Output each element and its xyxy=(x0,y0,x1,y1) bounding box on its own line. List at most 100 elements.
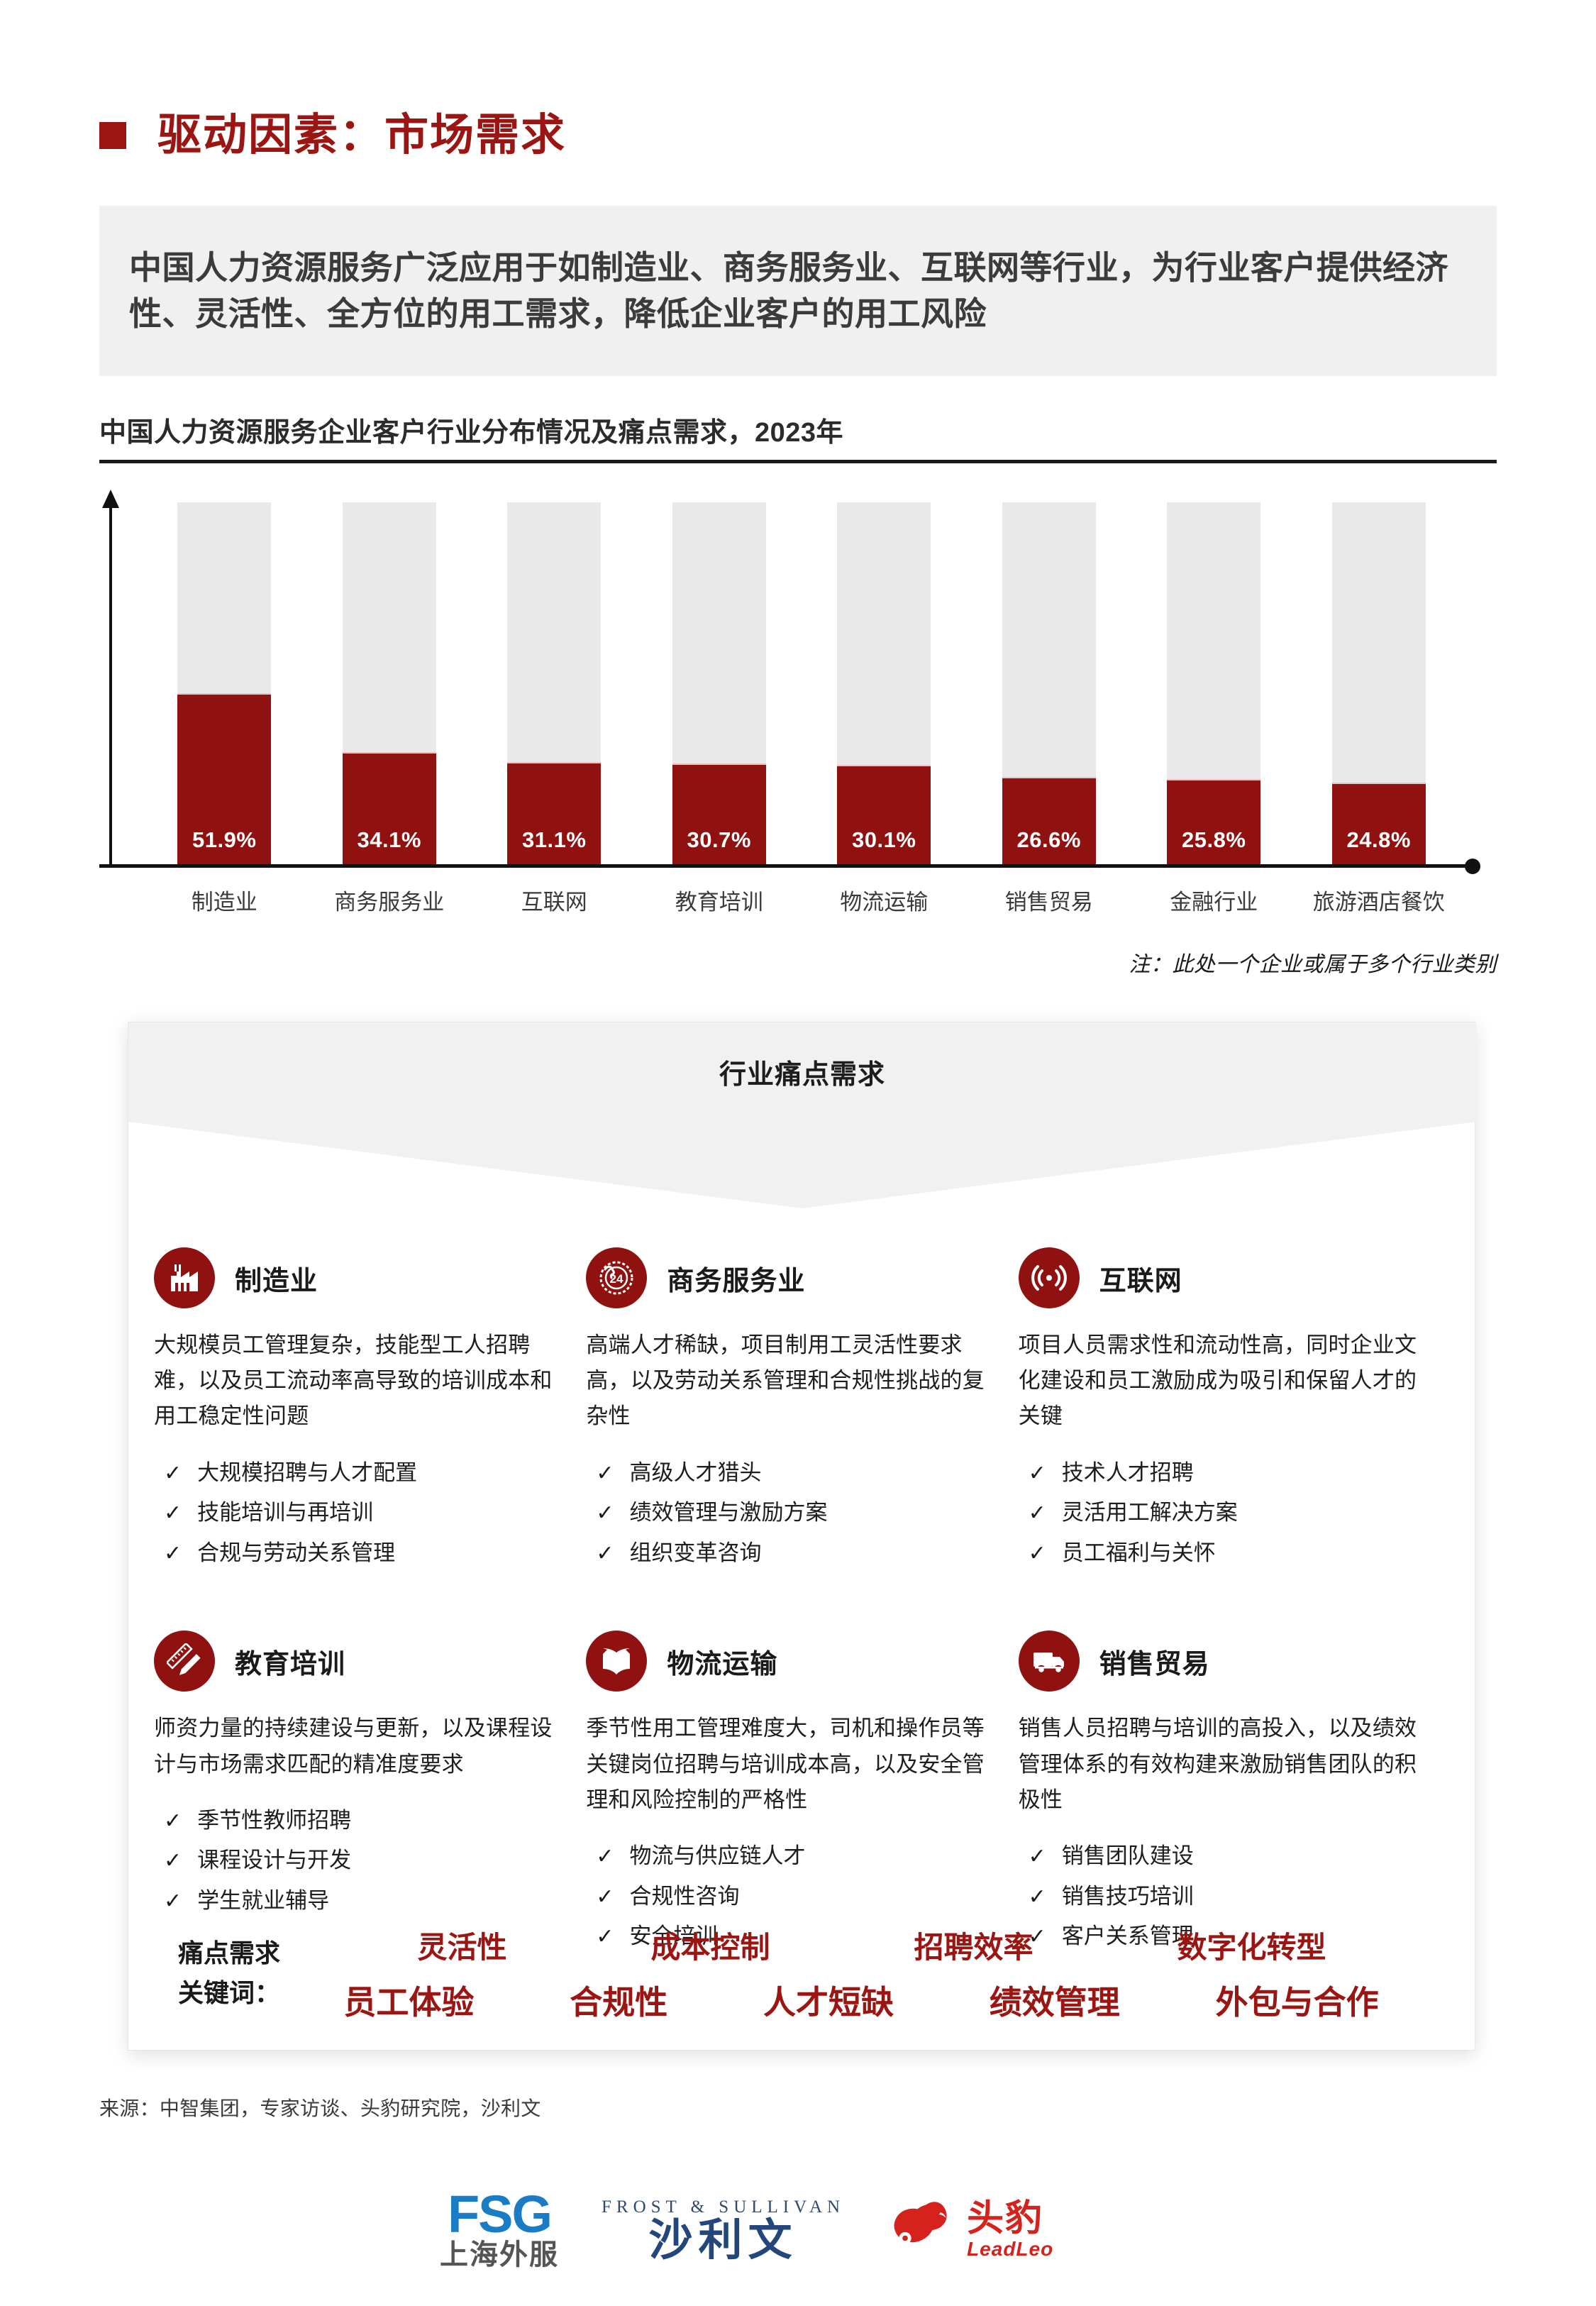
check-icon: ✓ xyxy=(596,1925,614,1949)
y-axis-line xyxy=(109,502,112,864)
logo-leadleo-text: 头豹 LeadLeo xyxy=(967,2200,1053,2261)
leopard-icon xyxy=(894,2202,947,2258)
bar-slot: 25.8% xyxy=(1131,502,1297,864)
x-axis-tick-labels: 制造业 商务服务业 互联网 教育培训 物流运输 销售贸易 金融行业 旅游酒店餐饮 xyxy=(142,884,1461,916)
keywords-label: 痛点需求 关键词： xyxy=(178,1933,280,2013)
bar-fill: 51.9% xyxy=(177,693,272,864)
check-icon: ✓ xyxy=(596,1541,614,1565)
bar-slot: 30.7% xyxy=(637,502,802,864)
keyword-chip: 数字化转型 xyxy=(1177,1930,1326,1964)
list-item: ✓ 合规与劳动关系管理 xyxy=(154,1533,562,1574)
x-axis-tick-label: 制造业 xyxy=(191,890,257,915)
industry-card-header: 制造业 xyxy=(154,1235,562,1320)
chart-title-rule xyxy=(99,460,1497,463)
list-item: ✓ 员工福利与关怀 xyxy=(1019,1533,1426,1574)
logo-leadleo-en: LeadLeo xyxy=(967,2238,1054,2261)
list-item: ✓ 客户关系管理 xyxy=(1019,1916,1426,1957)
chevron-heading: 行业痛点需求 xyxy=(719,1060,885,1090)
keyword-chip: 员工体验 xyxy=(343,1983,475,2021)
bar-value-label: 24.8% xyxy=(1346,827,1411,852)
bar-track: 26.6% xyxy=(1002,502,1096,864)
square-bullet-icon xyxy=(99,122,126,149)
keyword-chip: 灵活性 xyxy=(417,1930,507,1964)
list-item-label: 技术人才招聘 xyxy=(1061,1460,1194,1485)
phone-24h-icon: 24 xyxy=(586,1247,648,1308)
check-icon: ✓ xyxy=(164,1849,182,1873)
industry-card-title: 互联网 xyxy=(1099,1266,1182,1296)
bar-value-label: 51.9% xyxy=(192,827,257,852)
bar-slot: 31.1% xyxy=(472,502,637,864)
bar-fill: 24.8% xyxy=(1331,783,1426,864)
bar-value-label: 26.6% xyxy=(1016,827,1081,852)
bar-track: 51.9% xyxy=(177,502,272,864)
industry-card-title: 物流运输 xyxy=(667,1649,778,1679)
logo-leadleo: 头豹 LeadLeo xyxy=(887,2199,1053,2261)
keyword-chip: 外包与合作 xyxy=(1215,1983,1379,2021)
list-item-label: 合规性咨询 xyxy=(629,1883,740,1909)
pain-point-panel: 行业痛点需求 制造业 大规模员工管理复杂，技能型工人招聘难，以及员工流动率高导致的… xyxy=(128,1022,1476,2051)
list-item-label: 销售团队建设 xyxy=(1061,1843,1194,1869)
industry-card-grid: 制造业 大规模员工管理复杂，技能型工人招聘难，以及员工流动率高导致的培训成本和用工… xyxy=(128,1235,1476,1957)
x-axis-tick-label: 教育培训 xyxy=(675,890,763,915)
logo-leadleo-cn: 头豹 xyxy=(967,2197,1044,2239)
bar-value-label: 30.1% xyxy=(852,827,916,852)
summary-banner-text: 中国人力资源服务广泛应用于如制造业、商务服务业、互联网等行业，为行业客户提供经济… xyxy=(129,248,1448,332)
keywords-label-line1: 痛点需求 xyxy=(178,1938,281,1968)
truck-icon xyxy=(1018,1631,1080,1692)
industry-card-list: ✓ 销售团队建设 ✓ 销售技巧培训 ✓ 客户关系管理 xyxy=(1019,1836,1426,1957)
list-item: ✓ 大规模招聘与人才配置 xyxy=(154,1453,562,1494)
bar-value-label: 31.1% xyxy=(522,827,587,852)
check-icon: ✓ xyxy=(1028,1461,1046,1485)
pencil-ruler-icon xyxy=(154,1631,215,1692)
list-item: ✓ 组织变革咨询 xyxy=(586,1533,994,1574)
x-axis-tick-label: 销售贸易 xyxy=(1004,890,1093,915)
list-item-label: 高级人才猎头 xyxy=(629,1460,762,1485)
industry-card-description: 销售人员招聘与培训的高投入，以及绩效管理体系的有效构建来激励销售团队的积极性 xyxy=(1018,1716,1417,1812)
x-axis-tick-label: 金融行业 xyxy=(1170,890,1258,915)
chart-title: 中国人力资源服务企业客户行业分布情况及痛点需求，2023年 xyxy=(99,418,844,448)
list-item: ✓ 销售技巧培训 xyxy=(1019,1877,1426,1917)
list-item: ✓ 绩效管理与激励方案 xyxy=(586,1493,994,1533)
chevron-banner xyxy=(128,1022,1476,1208)
industry-card-header: 物流运输 xyxy=(586,1618,994,1704)
industry-card: 销售贸易 销售人员招聘与培训的高投入，以及绩效管理体系的有效构建来激励销售团队的积… xyxy=(1018,1618,1451,1957)
industry-card: 物流运输 季节性用工管理难度大，司机和操作员等关键岗位招聘与培训成本高，以及安全管… xyxy=(586,1618,1018,1956)
bar-track: 30.1% xyxy=(837,502,931,864)
bar-fill: 30.1% xyxy=(837,765,931,864)
check-icon: ✓ xyxy=(1028,1885,1046,1909)
list-item-label: 合规与劳动关系管理 xyxy=(197,1540,396,1565)
list-item-label: 销售技巧培训 xyxy=(1061,1883,1194,1909)
industry-card: 24 商务服务业高端人才稀缺，项目制用工灵活性要求高，以及劳动关系管理和合规性挑战… xyxy=(586,1235,1018,1573)
industry-card-header: 24 商务服务业 xyxy=(586,1235,994,1320)
footer-logos: FSG 上海外服 FROST & SULLIVAN 沙利文 头豹 LeadLeo xyxy=(440,2188,1053,2271)
industry-card-header: 教育培训 xyxy=(154,1618,562,1704)
industry-card-list: ✓ 大规模招聘与人才配置 ✓ 技能培训与再培训 ✓ 合规与劳动关系管理 xyxy=(154,1453,562,1574)
card-row-spacer xyxy=(154,1573,1451,1618)
industry-card-description: 师资力量的持续建设与更新，以及课程设计与市场需求匹配的精准度要求 xyxy=(154,1716,553,1777)
list-item: ✓ 技能培训与再培训 xyxy=(154,1493,562,1533)
keywords-columns: 灵活性 成本控制 招聘效率 数字化转型 员工体验 合规性 人才短缺 绩效管理 外包与合作 xyxy=(296,1924,1426,2024)
summary-banner: 中国人力资源服务广泛应用于如制造业、商务服务业、互联网等行业，为行业客户提供经济… xyxy=(99,206,1497,376)
logo-frost-sullivan-en: FROST & SULLIVAN xyxy=(602,2197,846,2217)
bar-track: 31.1% xyxy=(507,502,602,864)
list-item-label: 组织变革咨询 xyxy=(629,1540,762,1565)
bar-value-label: 34.1% xyxy=(357,827,421,852)
check-icon: ✓ xyxy=(596,1461,614,1485)
logo-fsg: FSG 上海外服 xyxy=(440,2188,559,2271)
logo-frost-sullivan-cn: 沙利文 xyxy=(648,2215,798,2265)
keywords-label-line2: 关键词： xyxy=(178,1978,281,2007)
industry-card-description: 高端人才稀缺，项目制用工灵活性要求高，以及劳动关系管理和合规性挑战的复杂性 xyxy=(586,1333,985,1429)
signal-icon xyxy=(1018,1247,1080,1308)
industry-card-list: ✓ 高级人才猎头 ✓ 绩效管理与激励方案 ✓ 组织变革咨询 xyxy=(586,1453,994,1574)
check-icon: ✓ xyxy=(164,1809,182,1833)
check-icon: ✓ xyxy=(1028,1925,1046,1949)
list-item-label: 员工福利与关怀 xyxy=(1061,1540,1216,1565)
list-item-label: 技能培训与再培训 xyxy=(197,1500,374,1526)
industry-card-list: ✓ 技术人才招聘 ✓ 灵活用工解决方案 ✓ 员工福利与关怀 xyxy=(1019,1453,1426,1574)
bar-value-label: 25.8% xyxy=(1182,827,1246,852)
keywords-section: 痛点需求 关键词： 灵活性 成本控制 招聘效率 数字化转型 员工体验 合规性 人才短缺 绩效… xyxy=(128,1906,1476,2041)
list-item-label: 课程设计与开发 xyxy=(197,1848,352,1873)
industry-card-title: 商务服务业 xyxy=(667,1266,806,1296)
check-icon: ✓ xyxy=(164,1501,182,1526)
source-line: 来源：中智集团，专家访谈、头豹研究院，沙利文 xyxy=(99,2097,541,2119)
